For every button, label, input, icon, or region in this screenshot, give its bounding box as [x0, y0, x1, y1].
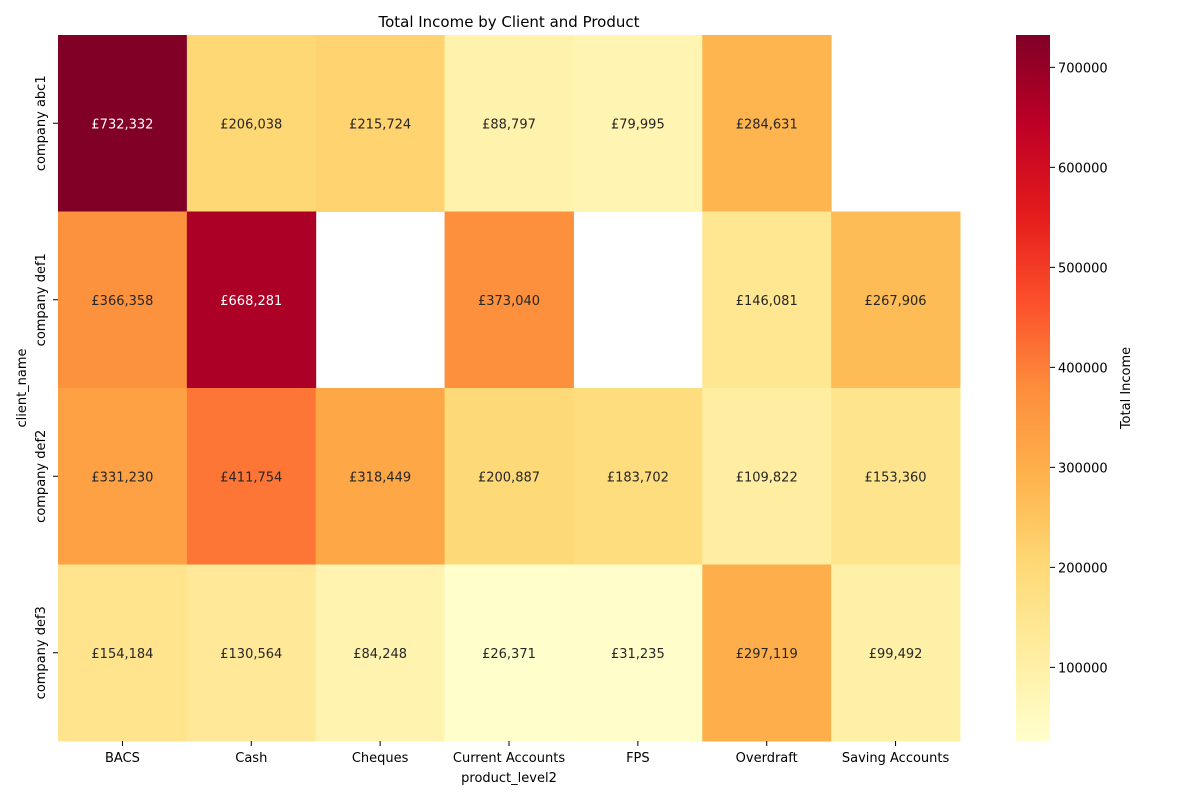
cell-label: £200,887	[478, 470, 540, 485]
heatmap-cell	[58, 388, 188, 565]
heatmap-cell	[831, 211, 961, 389]
cell-label: £215,724	[349, 117, 411, 132]
cell-label: £668,281	[220, 294, 282, 309]
y-tick-label: company def3	[34, 606, 49, 699]
x-tick-label: Saving Accounts	[842, 751, 950, 766]
colorbar-tick-label: 500000	[1058, 261, 1108, 276]
heatmap-cell	[573, 564, 703, 742]
heatmap-cell	[702, 564, 832, 742]
cell-label: £130,564	[220, 647, 282, 662]
x-axis-ticks: BACS Cash Cheques Current Accounts FPS Overdr…	[105, 741, 950, 766]
x-tick-label: BACS	[105, 751, 140, 766]
cell-label: £146,081	[736, 294, 798, 309]
cell-label: £99,492	[869, 647, 923, 662]
heatmap-cell	[573, 388, 703, 565]
x-tick-label: FPS	[626, 751, 650, 766]
cell-label: £26,371	[482, 647, 536, 662]
x-tick-label: Current Accounts	[453, 751, 565, 766]
heatmap-cell	[573, 35, 703, 212]
colorbar-tick-label: 600000	[1058, 161, 1108, 176]
heatmap-cell	[831, 564, 961, 742]
cell-label: £154,184	[91, 647, 153, 662]
y-axis-ticks: company abc1 company def1 company def2 comp…	[34, 75, 58, 699]
cell-label: £88,797	[482, 117, 536, 132]
colorbar-tick-label: 100000	[1058, 661, 1108, 676]
heatmap-cell	[702, 388, 832, 565]
colorbar-tick-label: 200000	[1058, 561, 1108, 576]
heatmap-cell	[831, 388, 961, 565]
heatmap-cell	[444, 211, 574, 389]
cell-label: £331,230	[91, 470, 153, 485]
cell-label: £373,040	[478, 294, 540, 309]
x-tick-label: Cash	[235, 751, 267, 766]
heatmap-cell	[58, 564, 188, 742]
y-axis-label: client_name	[15, 348, 30, 427]
cell-label: £267,906	[865, 294, 927, 309]
colorbar-tick-label: 700000	[1058, 61, 1108, 76]
heatmap-cell	[444, 388, 574, 565]
y-tick-label: company def1	[34, 253, 49, 346]
cell-label: £206,038	[220, 117, 282, 132]
cell-label: £411,754	[220, 470, 282, 485]
colorbar-tick-label: 400000	[1058, 361, 1108, 376]
heatmap-cell	[58, 35, 188, 212]
colorbar-tick-label: 300000	[1058, 461, 1108, 476]
y-tick-label: company def2	[34, 430, 49, 523]
heatmap-cell	[444, 35, 574, 212]
heatmap-cell	[315, 35, 446, 212]
heatmap-cell	[186, 35, 317, 212]
x-axis-label: product_level2	[461, 771, 557, 786]
cell-label: £318,449	[349, 470, 411, 485]
cell-label: £31,235	[611, 647, 665, 662]
cell-label: £366,358	[91, 294, 153, 309]
chart-title: Total Income by Client and Product	[377, 13, 639, 31]
x-tick-label: Overdraft	[736, 751, 798, 766]
heatmap-cell	[186, 564, 317, 742]
cell-label: £297,119	[736, 647, 798, 662]
heatmap-cells: £732,332 £206,038 £215,724 £88,797 £79,995 £2…	[58, 35, 961, 742]
cell-label: £79,995	[611, 117, 665, 132]
heatmap-cell	[702, 211, 832, 389]
cell-label: £183,702	[607, 470, 669, 485]
y-tick-label: company abc1	[34, 75, 49, 171]
x-tick-label: Cheques	[352, 751, 409, 766]
colorbar-gradient	[1016, 35, 1050, 741]
heatmap-cell	[186, 211, 317, 389]
cell-label: £284,631	[736, 117, 798, 132]
cell-label: £153,360	[865, 470, 927, 485]
cell-label: £109,822	[736, 470, 798, 485]
colorbar-label: Total Income	[1119, 347, 1134, 430]
heatmap-cell	[315, 388, 446, 565]
heatmap-cell	[702, 35, 832, 212]
heatmap-cell	[58, 211, 188, 389]
cell-label: £732,332	[91, 117, 153, 132]
heatmap-cell	[186, 388, 317, 565]
heatmap-cell	[315, 564, 446, 742]
heatmap-cell	[444, 564, 574, 742]
colorbar: 100000 200000 300000 400000 500000 600000 7000…	[1016, 35, 1108, 741]
cell-label: £84,248	[353, 647, 407, 662]
